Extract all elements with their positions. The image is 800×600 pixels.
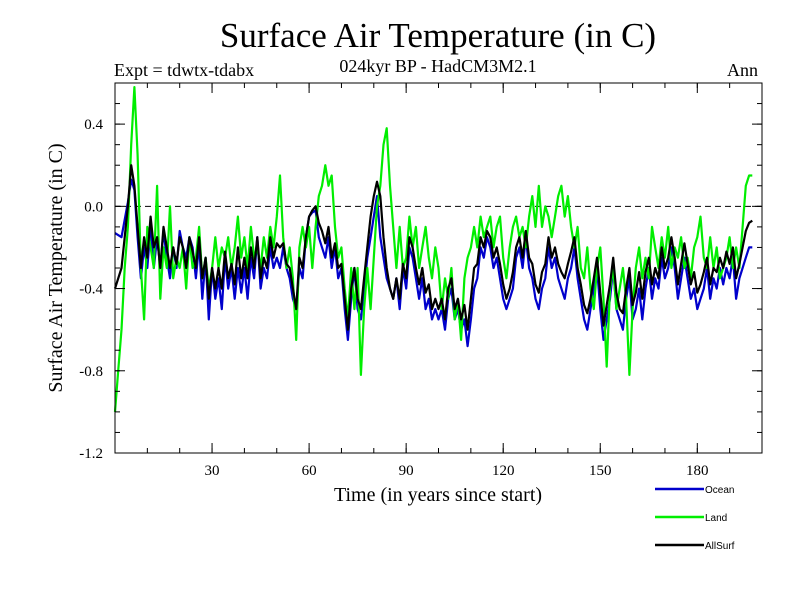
y-tick-label: 0.4 xyxy=(84,117,103,133)
legend-label-ocean: Ocean xyxy=(705,485,734,496)
x-axis-label: Time (in years since start) xyxy=(333,484,543,506)
x-tick-label: 150 xyxy=(589,463,612,479)
legend-label-land: Land xyxy=(705,513,727,524)
x-tick-label: 120 xyxy=(492,463,515,479)
chart-title: Surface Air Temperature (in C) xyxy=(219,16,657,55)
y-tick-label: 0.0 xyxy=(84,199,103,215)
x-tick-label: 30 xyxy=(205,463,220,479)
y-axis-label: Surface Air Temperature (in C) xyxy=(45,143,67,392)
series-line-allsurf xyxy=(113,164,753,331)
x-tick-label: 60 xyxy=(302,463,317,479)
y-tick-label: -0.4 xyxy=(79,282,103,298)
x-tick-label: 90 xyxy=(399,463,414,479)
legend-label-allsurf: AllSurf xyxy=(705,541,735,552)
series-line-land xyxy=(113,86,753,412)
y-tick-label: -0.8 xyxy=(79,364,103,380)
experiment-label: Expt = tdwtx-tdabx xyxy=(114,60,255,80)
chart-subtitle: 024kyr BP - HadCM3M2.1 xyxy=(339,56,537,76)
x-tick-label: 180 xyxy=(686,463,709,479)
y-tick-label: -1.2 xyxy=(79,446,103,462)
season-label: Ann xyxy=(727,60,758,80)
